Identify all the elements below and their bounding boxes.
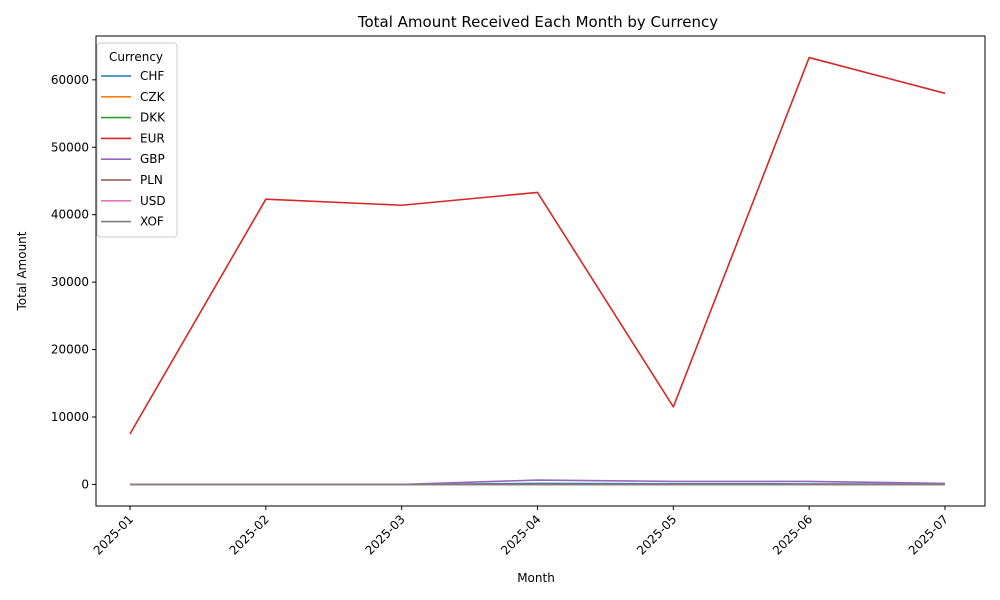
x-tick-label: 2025-07 [906,512,951,557]
x-axis-label: Month [517,571,555,585]
y-tick-label: 0 [81,477,89,491]
y-tick-label: 20000 [51,343,89,357]
legend: Currency CHF CZK DKK EUR GBP PLN USD XOF [96,42,178,238]
x-tick-label: 2025-03 [362,512,407,557]
x-axis: 2025-01 2025-02 2025-03 2025-04 2025-05 2025-… [91,506,951,558]
series-line-eur [129,56,946,435]
legend-label-dkk: DKK [140,111,166,125]
legend-box [96,42,178,238]
legend-label-chf: CHF [140,69,164,83]
x-tick-label: 2025-02 [227,512,272,557]
x-tick-label: 2025-06 [770,512,815,557]
x-tick-label: 2025-01 [91,512,136,557]
chart-title: Total Amount Received Each Month by Curr… [357,13,718,31]
legend-label-eur: EUR [140,131,165,145]
x-tick-label: 2025-05 [634,512,679,557]
y-tick-label: 30000 [51,275,89,289]
y-tick-label: 10000 [51,410,89,424]
y-tick-label: 40000 [51,208,89,222]
x-tick-label: 2025-04 [498,512,543,557]
legend-title: Currency [109,50,163,64]
legend-label-xof: XOF [140,215,164,229]
legend-label-czk: CZK [140,90,166,104]
series-layer [129,56,946,486]
y-axis-label: Total Amount [15,231,29,311]
y-axis: 0 10000 20000 30000 40000 50000 60000 [51,73,96,491]
legend-items: CHF CZK DKK EUR GBP PLN USD XOF [101,69,166,229]
legend-label-pln: PLN [140,173,163,187]
legend-label-gbp: GBP [140,152,165,166]
y-tick-label: 50000 [51,140,89,154]
legend-label-usd: USD [140,194,166,208]
y-tick-label: 60000 [51,73,89,87]
plot-frame [95,35,986,507]
